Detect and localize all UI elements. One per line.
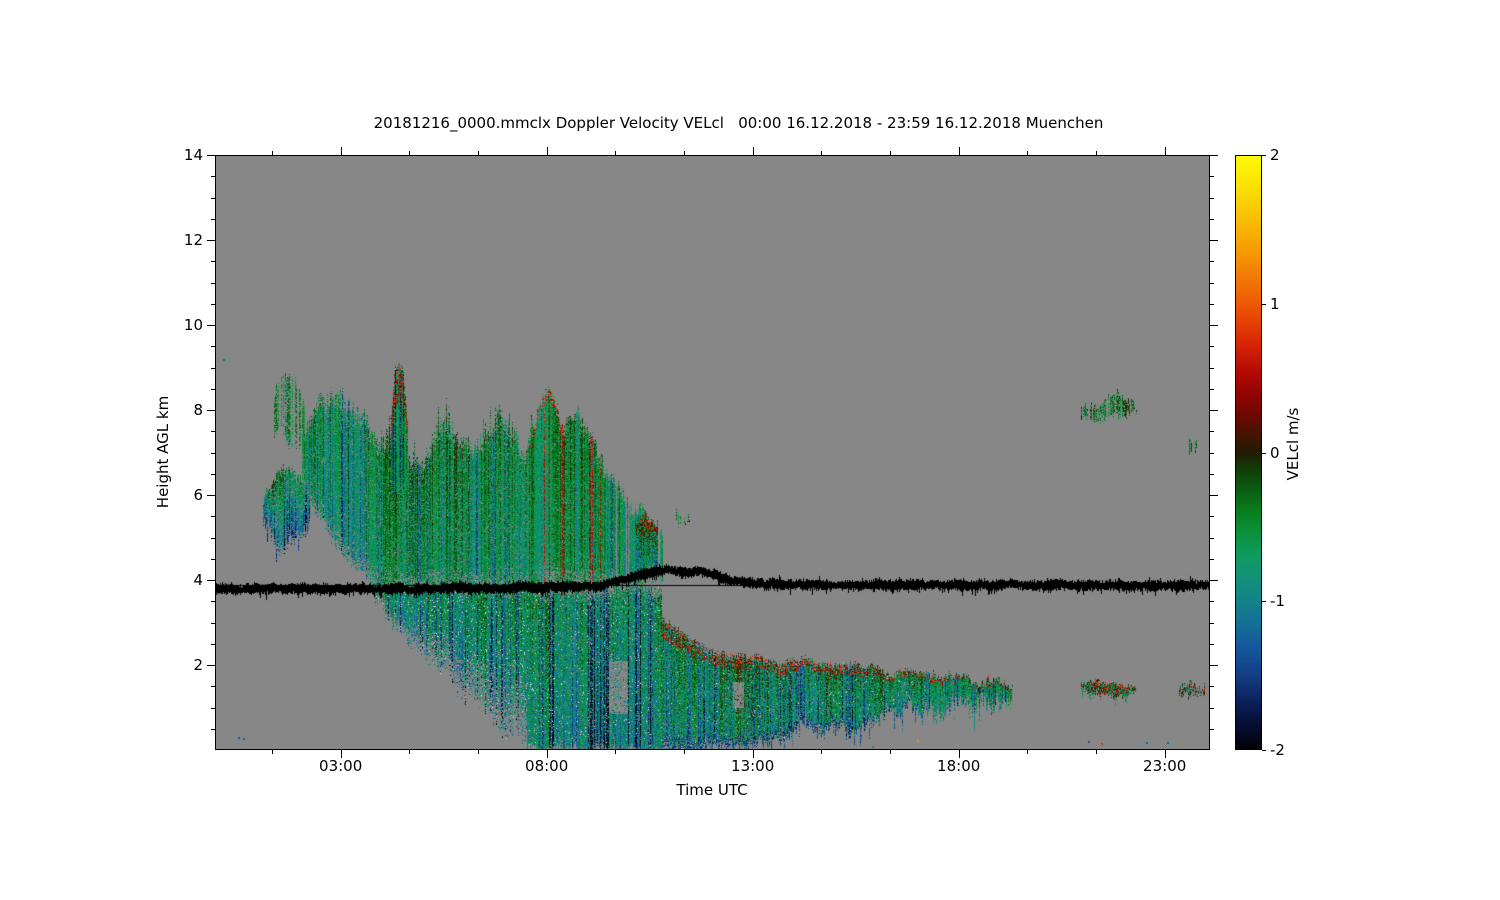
x-tick-label: 03:00 xyxy=(319,757,363,775)
colorbar-tick-label: -2 xyxy=(1270,741,1285,759)
colorbar-tick-label: 1 xyxy=(1270,294,1280,313)
plot-title: 20181216_0000.mmclx Doppler Velocity VEL… xyxy=(373,114,1104,132)
y-tick-label: 10 xyxy=(183,316,203,334)
colorbar-tick-label: -1 xyxy=(1270,592,1285,611)
colorbar-title: VELcl m/s xyxy=(1284,407,1302,481)
y-tick-label: 6 xyxy=(193,486,203,504)
x-tick-label: 18:00 xyxy=(937,757,981,775)
y-axis-title: Height AGL km xyxy=(154,395,172,509)
x-tick-label: 08:00 xyxy=(525,757,569,775)
y-tick-label: 8 xyxy=(193,401,203,419)
y-tick-label: 14 xyxy=(183,146,203,164)
heatmap-canvas xyxy=(215,155,1210,750)
y-tick-label: 12 xyxy=(183,231,203,249)
y-tick-label: 4 xyxy=(193,571,203,589)
y-tick-label: 2 xyxy=(193,656,203,674)
x-axis-title: Time UTC xyxy=(676,781,748,799)
colorbar-tick-label: 2 xyxy=(1270,146,1280,164)
colorbar-canvas xyxy=(1235,155,1262,750)
tick-marks xyxy=(207,147,1266,758)
x-tick-label: 23:00 xyxy=(1143,757,1187,775)
x-tick-label: 13:00 xyxy=(731,757,775,775)
colorbar-tick-label: 0 xyxy=(1270,443,1280,462)
